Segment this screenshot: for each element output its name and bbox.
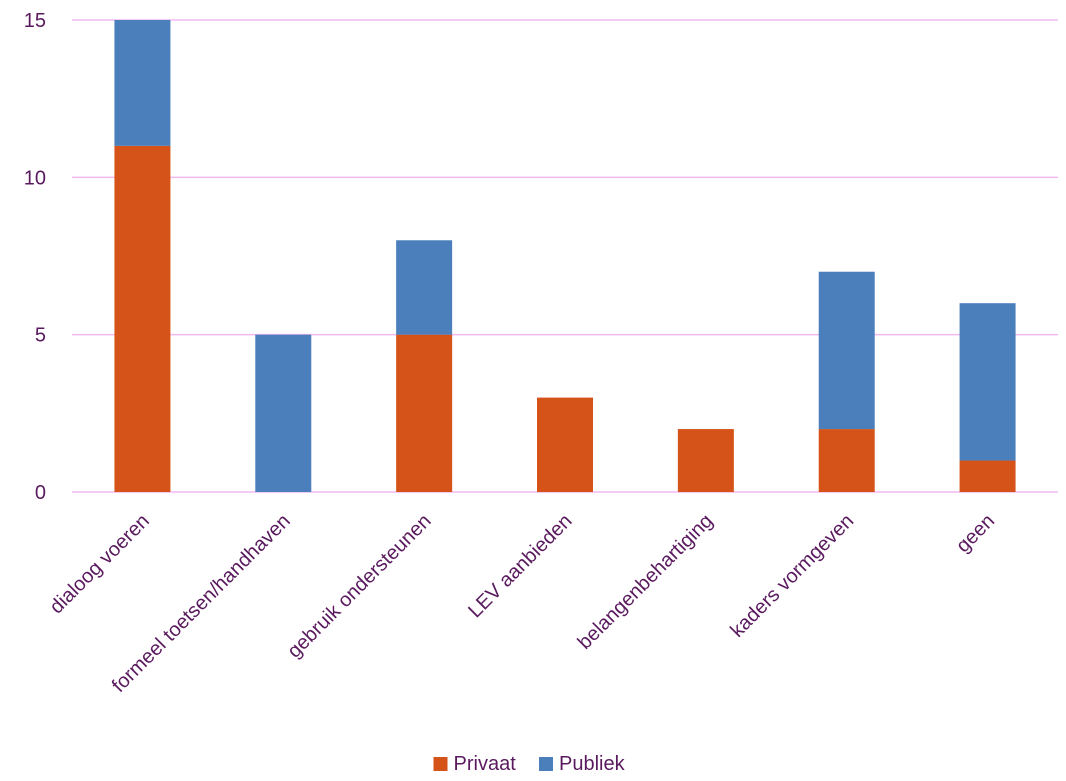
bar-publiek [396, 240, 453, 335]
x-category-label: LEV aanbieden [464, 510, 576, 622]
bar-publiek [255, 334, 312, 492]
bar-privaat [396, 334, 453, 492]
x-category-label: gebruik ondersteunen [283, 510, 435, 662]
bar-privaat [677, 429, 734, 492]
y-axis-ticks: 0 5 10 15 [24, 10, 46, 504]
y-tick-label: 5 [35, 325, 46, 347]
bar-privaat [114, 145, 171, 492]
y-tick-label: 0 [35, 482, 46, 504]
x-category-label: dialoog voeren [46, 510, 154, 618]
y-tick-label: 10 [24, 167, 46, 189]
bar-privaat [959, 460, 1016, 492]
x-category-label: geen [952, 510, 999, 557]
bar-publiek [818, 271, 875, 430]
x-category-label: belangenbehartiging [574, 510, 718, 654]
bars [114, 20, 1016, 492]
bar-publiek [114, 20, 171, 146]
legend-swatch-publiek [539, 757, 553, 771]
y-tick-label: 15 [24, 10, 46, 32]
bar-privaat [818, 429, 875, 492]
legend-label-publiek: Publiek [559, 753, 626, 775]
bar-publiek [959, 303, 1016, 461]
x-category-label: kaders vormgeven [726, 510, 858, 642]
bar-privaat [537, 397, 593, 492]
legend-swatch-privaat [433, 757, 448, 771]
legend-label-privaat: Privaat [454, 753, 517, 775]
legend: Privaat Publiek [433, 753, 626, 775]
